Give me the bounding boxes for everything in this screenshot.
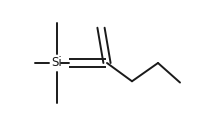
Text: Si: Si <box>52 56 62 70</box>
